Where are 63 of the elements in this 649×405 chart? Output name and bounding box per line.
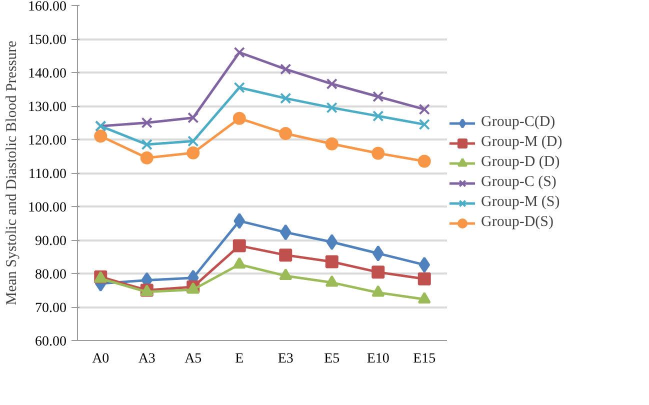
x-tick-label: E15 [413, 352, 436, 366]
y-tick-label: 160.00 [28, 0, 66, 14]
point [280, 92, 292, 104]
point [372, 146, 385, 160]
y-axis-title: Mean Systolic and Diastolic Blood Pressure [4, 40, 20, 306]
x-tick-label: E10 [366, 352, 390, 366]
point [188, 112, 199, 124]
legend-label: Group-D(S) [481, 214, 554, 231]
point [188, 136, 199, 147]
x-tick-label: E5 [324, 352, 340, 366]
legend-label: Group-M (D) [481, 134, 562, 151]
point [418, 118, 430, 130]
point [372, 266, 385, 279]
legend-label: Group-C (S) [481, 174, 556, 191]
point [140, 151, 154, 164]
point [418, 154, 431, 168]
point [418, 256, 430, 273]
y-tick-label: 130.00 [28, 100, 66, 115]
point [325, 137, 338, 150]
point [372, 110, 384, 122]
point [94, 130, 108, 143]
y-tick-label: 70.00 [35, 301, 66, 316]
y-tick-label: 80.00 [35, 268, 66, 282]
point [372, 245, 384, 262]
point [325, 255, 338, 268]
point [141, 138, 152, 150]
y-tick-label: 110.00 [28, 167, 67, 182]
point [280, 64, 292, 75]
point [232, 239, 246, 252]
point [418, 104, 430, 115]
point [372, 91, 384, 102]
point [418, 272, 431, 286]
point [326, 234, 338, 250]
x-tick-label: A0 [92, 352, 110, 366]
point [418, 292, 431, 304]
x-tick-label: E3 [278, 352, 294, 366]
point [279, 268, 292, 280]
legend-label: Group-D (D) [481, 154, 560, 171]
legend-label: Group-M (S) [481, 194, 560, 211]
y-tick-label: 90.00 [35, 234, 66, 249]
point [234, 212, 246, 229]
y-tick-label: 140.00 [28, 66, 66, 82]
point [279, 248, 292, 262]
point [234, 82, 245, 94]
point [325, 275, 338, 287]
point [141, 117, 152, 128]
point [186, 146, 200, 160]
point [234, 46, 245, 58]
legend-label: Group-C(D) [481, 114, 556, 131]
y-tick-label: 150.00 [28, 33, 66, 48]
point [232, 257, 246, 269]
y-tick-label: 120.00 [28, 134, 66, 148]
x-tick-label: A3 [138, 352, 156, 366]
point [326, 102, 338, 114]
point [279, 126, 292, 140]
point [372, 285, 385, 297]
y-tick-label: 60.00 [35, 334, 66, 350]
x-tick-label: A5 [184, 352, 202, 366]
point [280, 224, 292, 240]
y-tick-label: 100.00 [28, 200, 66, 216]
x-tick-label: E [235, 352, 244, 366]
point [326, 78, 338, 90]
point [232, 112, 246, 125]
